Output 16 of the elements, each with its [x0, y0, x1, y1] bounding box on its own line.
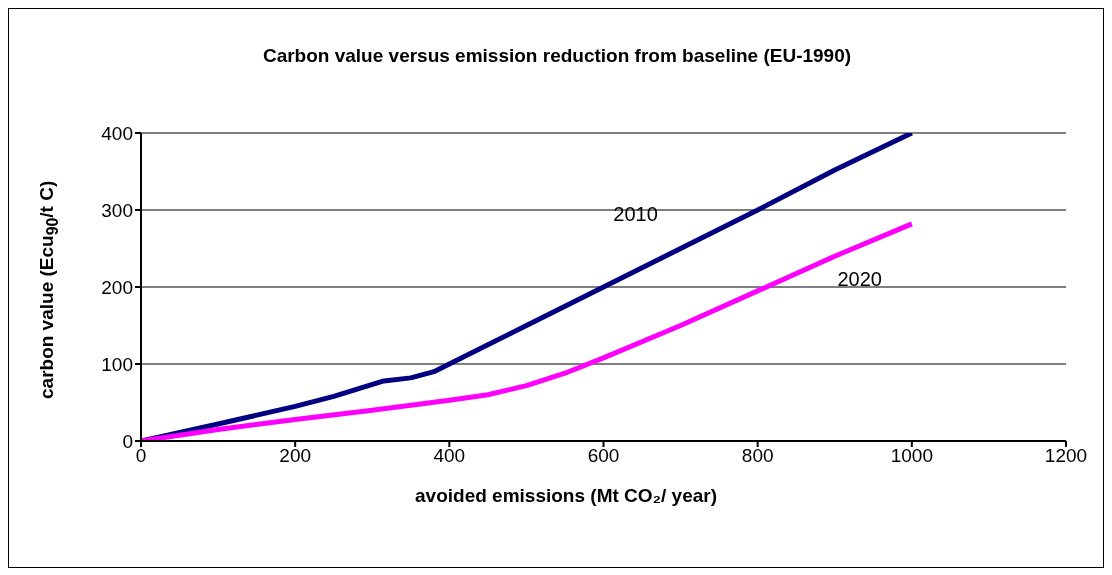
y-tick-label: 300 [101, 199, 133, 221]
x-tick-label: 0 [135, 445, 147, 467]
y-tick-label: 200 [101, 276, 133, 298]
x-tick-label: 1200 [1044, 445, 1088, 467]
x-tick-label: 1000 [890, 445, 933, 467]
x-tick-label: 800 [741, 445, 774, 467]
chart-title: Carbon value versus emission reduction from baseline (EU-1990) [261, 45, 853, 67]
series-label: 2020 [837, 268, 882, 291]
x-axis-title: avoided emissions (Mt CO₂/ year) [414, 485, 718, 507]
x-tick-label: 600 [587, 445, 620, 467]
y-tick-label: 0 [122, 430, 133, 452]
x-tick-label: 200 [279, 445, 312, 467]
series-label: 2010 [613, 202, 658, 225]
y-tick-label: 400 [101, 122, 133, 144]
y-tick-label: 100 [101, 353, 133, 375]
x-tick-label: 400 [433, 445, 466, 467]
